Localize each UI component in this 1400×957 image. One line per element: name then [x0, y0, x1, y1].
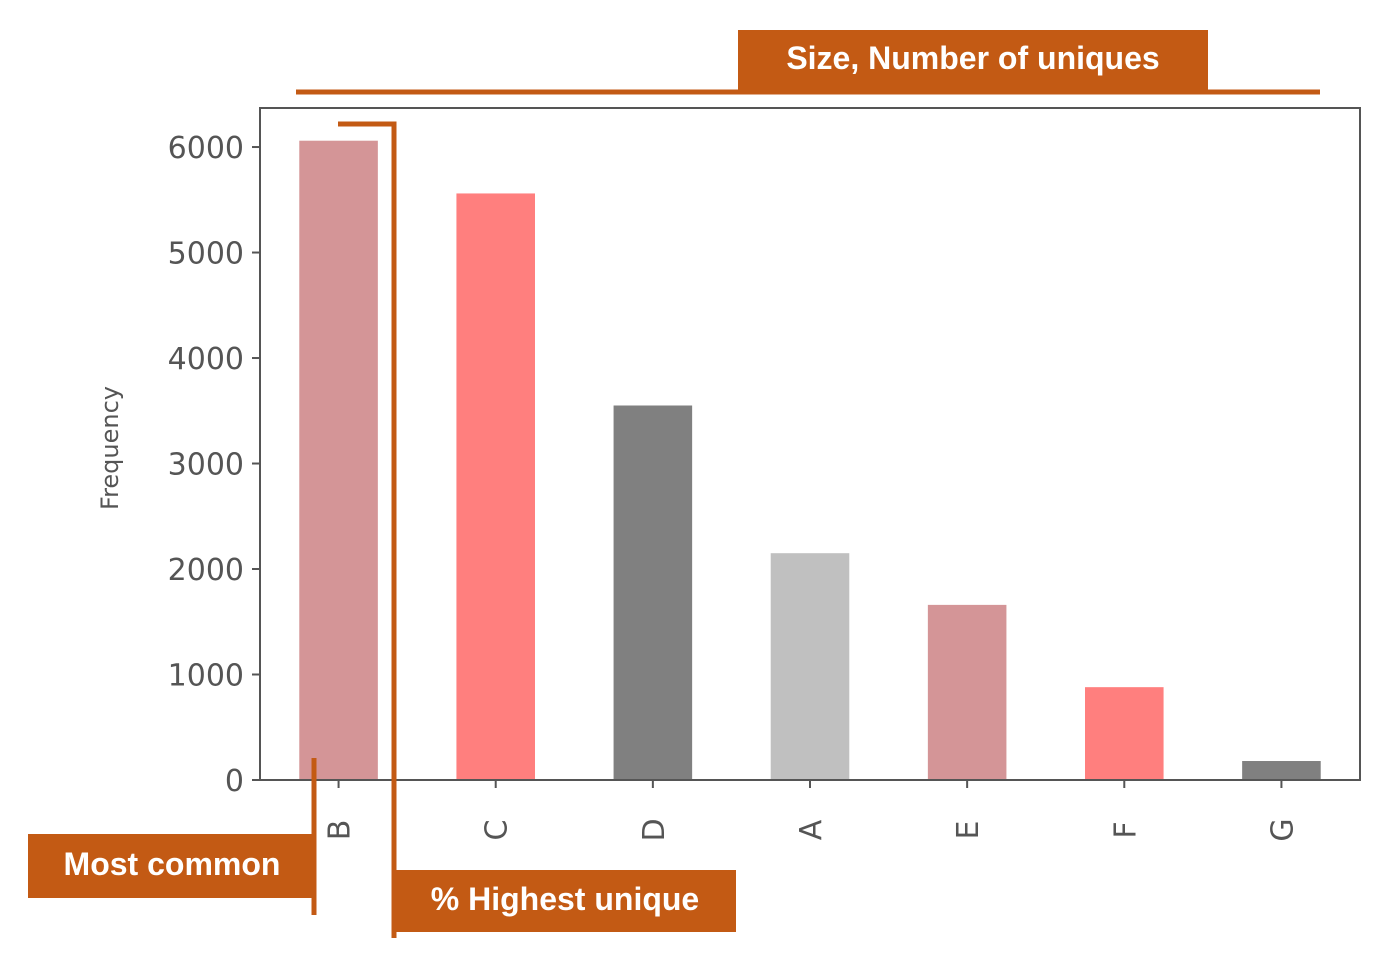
- bar-F: [1085, 687, 1164, 780]
- y-tick-label: 4000: [168, 342, 244, 377]
- bar-C: [456, 193, 535, 780]
- bar-D: [613, 405, 693, 780]
- bar-E: [927, 604, 1007, 780]
- x-tick-label: E: [951, 821, 986, 840]
- x-tick-label: G: [1265, 818, 1300, 841]
- x-tick-label: F: [1108, 821, 1143, 838]
- most-common-callout-box: [28, 834, 314, 898]
- bar-G: [1242, 761, 1321, 780]
- y-axis-label: Frequency: [96, 386, 124, 510]
- y-tick-label: 1000: [168, 659, 244, 694]
- plot-frame: [259, 107, 1361, 781]
- x-tick-label: B: [323, 820, 358, 841]
- y-tick-label: 6000: [168, 131, 244, 166]
- size-callout-box: [738, 30, 1208, 92]
- highest-unique-callout-label: % Highest unique: [431, 881, 699, 917]
- y-axis-ticks: 0 1000 2000 3000 4000 5000 6000: [168, 131, 260, 799]
- y-tick-label: 5000: [168, 237, 244, 272]
- x-tick-label: A: [794, 819, 829, 840]
- size-callout-label: Size, Number of uniques: [786, 40, 1159, 76]
- x-tick-label: D: [637, 818, 672, 841]
- y-tick-label: 2000: [168, 553, 244, 588]
- y-tick-label: 0: [225, 764, 244, 799]
- most-common-callout-label: Most common: [64, 846, 281, 882]
- bar-A: [770, 553, 850, 780]
- bar-B: [299, 140, 378, 780]
- highest-unique-callout-line: [338, 121, 397, 938]
- y-tick-label: 3000: [168, 448, 244, 483]
- bars-group: [299, 140, 1321, 780]
- highest-unique-callout-box: [394, 870, 736, 932]
- x-tick-label: C: [480, 820, 515, 841]
